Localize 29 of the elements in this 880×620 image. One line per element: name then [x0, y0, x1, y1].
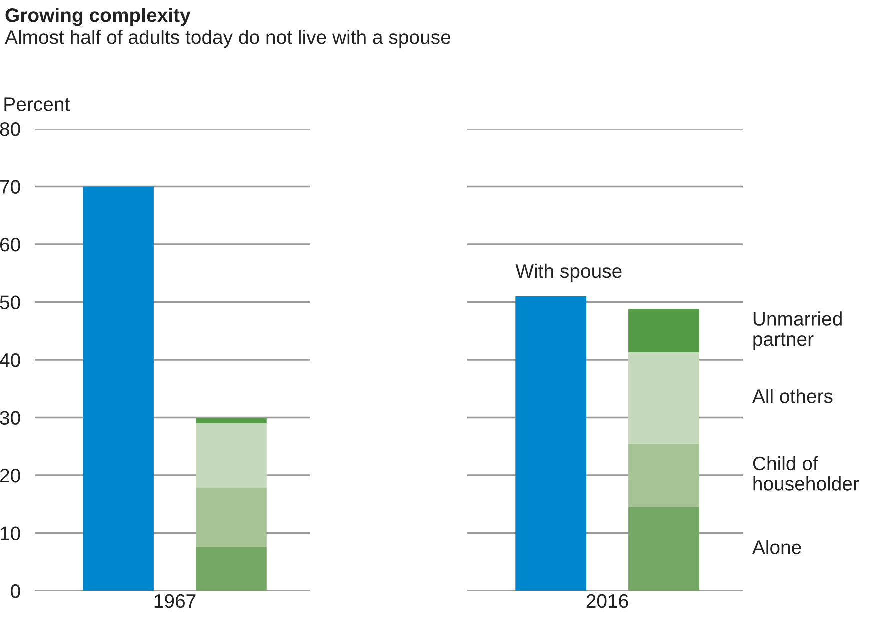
- text: 2016: [586, 594, 628, 608]
- bar: [628, 444, 700, 508]
- y-tick-label: 70: [0, 180, 20, 194]
- bar: [196, 488, 267, 548]
- y-tick-label: 80: [0, 122, 20, 136]
- text: Unmarried partner: [754, 312, 842, 350]
- y-tick-label: 40: [0, 353, 20, 368]
- y-tick-label: 20: [0, 468, 20, 483]
- bar: [628, 352, 700, 444]
- text: All others: [752, 389, 833, 404]
- bar: [196, 424, 267, 488]
- chart-title: Growing complexity: [6, 8, 191, 26]
- bar: [628, 507, 700, 591]
- y-tick-label: 50: [0, 296, 20, 310]
- series-label: With spouse: [516, 264, 622, 282]
- y-tick-label: 10: [0, 526, 20, 540]
- text: 1967: [154, 594, 196, 608]
- bar: [628, 309, 700, 352]
- y-tick-label: 60: [0, 238, 20, 252]
- bar: [83, 186, 154, 591]
- bar: [516, 296, 586, 591]
- text: Alone: [752, 540, 802, 554]
- bar: [196, 418, 267, 424]
- bar: [196, 547, 267, 591]
- y-tick-label: 0: [11, 584, 20, 598]
- y-axis-title: Percent: [4, 98, 70, 112]
- text: Child of householder: [753, 456, 860, 491]
- chart-subtitle: Almost half of adults today do not live with a spouse: [5, 30, 451, 48]
- y-tick-label: 30: [0, 411, 20, 425]
